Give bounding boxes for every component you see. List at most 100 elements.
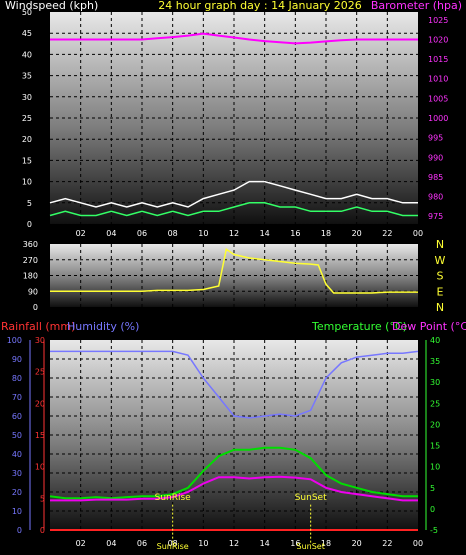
rainfall-axis-label: Rainfall (mm) bbox=[1, 320, 75, 333]
hour-tick: 18 bbox=[321, 229, 331, 238]
barometer-tick: 1025 bbox=[428, 16, 448, 25]
windspeed-tick: 35 bbox=[22, 72, 32, 81]
series-lines bbox=[49, 32, 419, 531]
windspeed-tick: 25 bbox=[22, 114, 32, 123]
temperature-axis-label: Temperature (°C) bbox=[311, 320, 407, 333]
humidity-tick: 0 bbox=[17, 526, 22, 535]
temperature-line bbox=[49, 446, 418, 500]
humidity-tick: 20 bbox=[12, 488, 22, 497]
humidity-line bbox=[50, 350, 419, 419]
windspeed-tick: 40 bbox=[22, 50, 32, 59]
windspeed-tick: 10 bbox=[22, 178, 32, 187]
hour-tick: 04 bbox=[106, 539, 116, 548]
rainfall-tick: 20 bbox=[35, 399, 45, 408]
barometer-axis-label: Barometer (hpa) bbox=[371, 0, 462, 12]
direction-tick: 0 bbox=[33, 303, 38, 312]
barometer-line bbox=[50, 32, 418, 45]
barometer-tick: 1005 bbox=[428, 94, 448, 103]
wind-direction-line bbox=[50, 248, 418, 294]
hour-tick: 22 bbox=[382, 539, 392, 548]
compass-label: E bbox=[437, 285, 444, 298]
windspeed-tick: 0 bbox=[27, 220, 32, 229]
direction-tick: 90 bbox=[28, 287, 38, 296]
temperature-tick: 5 bbox=[430, 484, 435, 493]
temperature-tick: 0 bbox=[430, 505, 435, 514]
direction-tick: 180 bbox=[23, 272, 38, 281]
chart-title: 24 hour graph day : 14 January 2026 bbox=[158, 0, 362, 12]
compass-label: W bbox=[435, 254, 446, 267]
rainfall-tick: 0 bbox=[40, 526, 45, 535]
temperature-tick: 10 bbox=[430, 463, 440, 472]
hour-tick: 18 bbox=[321, 539, 331, 548]
hour-tick: 00 bbox=[413, 229, 423, 238]
hour-tick: 08 bbox=[168, 539, 178, 548]
direction-tick: 270 bbox=[23, 256, 38, 265]
hour-tick: 14 bbox=[260, 229, 270, 238]
barometer-tick: 1015 bbox=[428, 55, 448, 64]
hour-tick: 16 bbox=[290, 229, 300, 238]
windspeed-tick: 20 bbox=[22, 135, 32, 144]
gridlines bbox=[50, 12, 418, 530]
humidity-tick: 100 bbox=[7, 336, 22, 345]
humidity-tick: 90 bbox=[12, 355, 22, 364]
sun-bottom-label: SunRise bbox=[157, 542, 189, 551]
hour-tick: 10 bbox=[198, 229, 208, 238]
hour-tick: 02 bbox=[76, 229, 86, 238]
sun-bottom-label: SunSet bbox=[296, 542, 324, 551]
rainfall-tick: 25 bbox=[35, 368, 45, 377]
windspeed-tick: 50 bbox=[22, 8, 32, 17]
hour-tick: 06 bbox=[137, 539, 147, 548]
humidity-tick: 40 bbox=[12, 450, 22, 459]
barometer-tick: 1010 bbox=[428, 75, 448, 84]
hour-tick: 04 bbox=[106, 229, 116, 238]
compass-label: S bbox=[437, 270, 444, 283]
temperature-tick: 35 bbox=[430, 357, 440, 366]
compass-label: N bbox=[436, 238, 444, 251]
hour-tick: 22 bbox=[382, 229, 392, 238]
hour-tick: 10 bbox=[198, 539, 208, 548]
barometer-tick: 1000 bbox=[428, 114, 448, 123]
humidity-tick: 50 bbox=[12, 431, 22, 440]
hour-tick: 02 bbox=[76, 539, 86, 548]
hour-tick: 14 bbox=[260, 539, 270, 548]
temperature-tick: 20 bbox=[430, 420, 440, 429]
dewpoint-axis-label: Dew Point (°C) bbox=[392, 320, 466, 333]
rainfall-tick: 10 bbox=[35, 463, 45, 472]
temperature-tick: 40 bbox=[430, 336, 440, 345]
hour-tick: 20 bbox=[352, 539, 362, 548]
barometer-tick: 980 bbox=[428, 193, 443, 202]
humidity-tick: 10 bbox=[12, 507, 22, 516]
windspeed-tick: 30 bbox=[22, 93, 32, 102]
hour-tick: 20 bbox=[352, 229, 362, 238]
hour-tick: 00 bbox=[413, 539, 423, 548]
hour-tick: 06 bbox=[137, 229, 147, 238]
humidity-tick: 80 bbox=[12, 374, 22, 383]
windspeed-tick: 15 bbox=[22, 156, 32, 165]
temperature-tick: 25 bbox=[430, 399, 440, 408]
windspeed-axis-label: Windspeed (kph) bbox=[5, 0, 98, 12]
temperature-tick: -5 bbox=[430, 526, 438, 535]
temperature-tick: 30 bbox=[430, 378, 440, 387]
average-wind-line bbox=[49, 202, 418, 217]
dewpoint-line bbox=[50, 475, 418, 502]
barometer-tick: 1020 bbox=[428, 35, 448, 44]
humidity-axis-label: Humidity (%) bbox=[67, 320, 139, 333]
rainfall-tick: 15 bbox=[35, 431, 45, 440]
sun-annotation: SunSet bbox=[295, 493, 327, 503]
compass-label: N bbox=[436, 301, 444, 314]
rainfall-tick: 5 bbox=[40, 494, 45, 503]
gust-line bbox=[49, 180, 418, 208]
windspeed-tick: 5 bbox=[27, 199, 32, 208]
sun-annotation: SunRise bbox=[155, 493, 192, 503]
humidity-tick: 70 bbox=[12, 393, 22, 402]
rainfall-tick: 30 bbox=[35, 336, 45, 345]
hour-tick: 12 bbox=[229, 539, 239, 548]
barometer-tick: 975 bbox=[428, 212, 443, 221]
temperature-tick: 15 bbox=[430, 442, 440, 451]
barometer-tick: 995 bbox=[428, 134, 443, 143]
hour-tick: 08 bbox=[168, 229, 178, 238]
barometer-tick: 985 bbox=[428, 173, 443, 182]
windspeed-tick: 45 bbox=[22, 29, 32, 38]
hour-tick: 16 bbox=[290, 539, 300, 548]
